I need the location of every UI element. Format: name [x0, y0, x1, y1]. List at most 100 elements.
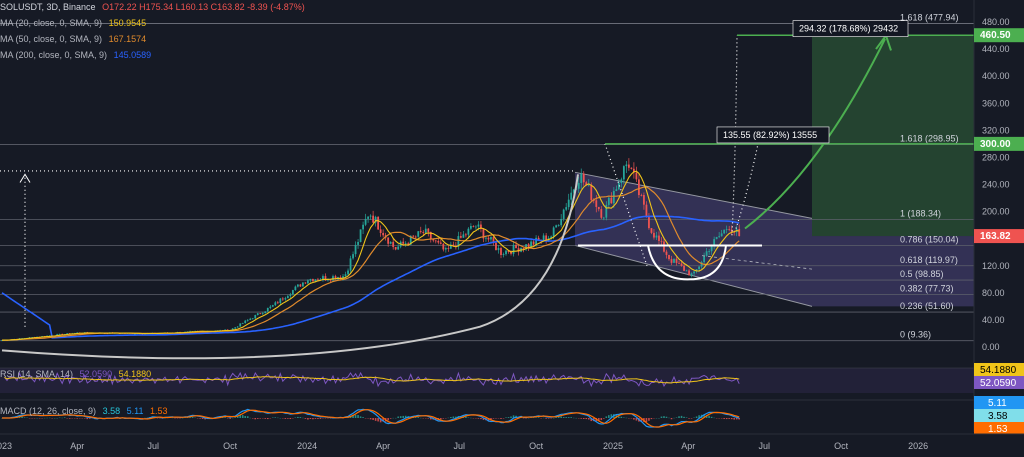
macd-hist-195 — [490, 418, 492, 420]
candle-body-178 — [447, 248, 450, 249]
macd-legend[interactable]: MACD (12, 26, close, 9) 3.58 5.11 1.53 — [0, 406, 172, 416]
candle-body-95 — [239, 323, 242, 327]
candle-body-261 — [655, 235, 658, 238]
time-tick-1: Apr — [70, 441, 84, 451]
candle-body-277 — [695, 269, 698, 272]
candle-body-276 — [693, 271, 695, 274]
candle-body-228 — [572, 189, 575, 193]
macd-hist-121 — [304, 418, 307, 419]
candle-body-260 — [653, 232, 655, 238]
candle-body-22 — [56, 334, 59, 336]
ma50-legend[interactable]: MA (50, close, 0, SMA, 9) 167.1574 — [0, 34, 150, 44]
symbol-title[interactable]: SOLUSDT, 3D, Binance — [0, 2, 96, 12]
ma20-line — [1, 170, 740, 341]
candle-body-196 — [492, 237, 495, 243]
candle-body-199 — [500, 248, 502, 256]
fib-label-2: 1 (188.34) — [900, 208, 941, 218]
candle-body-183 — [459, 236, 462, 238]
macd-value-1: 3.58 — [102, 406, 121, 416]
candle-body-250 — [627, 164, 630, 168]
candle-body-136 — [342, 276, 344, 279]
candle-body-219 — [550, 236, 553, 239]
candle-body-173 — [434, 240, 437, 242]
candle-body-168 — [422, 232, 425, 233]
macd-hist-98 — [246, 416, 249, 418]
ma200-legend[interactable]: MA (200, close, 0, SMA, 9) 145.0589 — [0, 50, 155, 60]
candle-body-125 — [314, 279, 317, 282]
candle-body-205 — [515, 244, 517, 249]
macd-hist-95 — [239, 415, 242, 418]
candle-body-243 — [610, 197, 613, 204]
candle-body-187 — [470, 225, 472, 229]
candle-body-150 — [377, 216, 380, 230]
candle-body-222 — [557, 225, 560, 227]
price-tag-bg-2 — [974, 229, 1024, 244]
candle-body-279 — [700, 262, 703, 267]
macd-tag-3: 1.53 — [988, 424, 1008, 435]
signal-line — [2, 409, 740, 428]
candle-body-209 — [525, 244, 527, 250]
macd-hist-203 — [510, 416, 512, 418]
fib-label-5: 0.5 (98.85) — [900, 269, 944, 279]
macd-hist-88 — [221, 417, 224, 418]
candle-body-275 — [690, 273, 693, 276]
macd-hist-196 — [492, 418, 495, 419]
candle-body-197 — [495, 242, 497, 251]
rsi-tag: 52.0590 — [980, 378, 1017, 389]
price-tick-1: 440.00 — [982, 44, 1010, 54]
candle-body-180 — [452, 244, 455, 246]
candle-body-282 — [708, 251, 711, 253]
candle-body-264 — [663, 241, 665, 252]
macd-hist-240 — [603, 418, 605, 419]
rsi-legend[interactable]: RSI (14, SMA, 14) 52.0590 54.1880 — [0, 369, 155, 379]
macd-hist-282 — [708, 415, 710, 418]
macd-hist-239 — [600, 418, 603, 421]
candle-body-253 — [635, 172, 638, 180]
candle-body-99 — [249, 318, 252, 320]
big-rounding-bottom-arc — [1, 174, 579, 360]
macd-hist-35 — [88, 418, 91, 419]
macd-hist-277 — [695, 416, 698, 418]
fib-label-3: 0.786 (150.04) — [900, 234, 959, 244]
macd-hist-8 — [21, 416, 23, 418]
macd-hist-91 — [229, 418, 231, 419]
time-tick-5: Apr — [376, 441, 390, 451]
candle-body-162 — [407, 243, 410, 245]
rsi-pane — [0, 367, 974, 393]
candle-body-273 — [685, 270, 688, 272]
candle-body-216 — [542, 235, 545, 241]
candle-body-146 — [367, 216, 369, 219]
macd-hist-170 — [427, 418, 430, 419]
candle-body-239 — [600, 209, 603, 218]
candle-body-193 — [485, 237, 487, 239]
candle-body-156 — [392, 241, 395, 247]
macd-hist-234 — [587, 418, 590, 420]
macd-label: MACD (12, 26, close, 9) — [0, 406, 97, 416]
measure-label-2: 135.55 (82.92%) 13555 — [723, 130, 817, 140]
candle-body-135 — [339, 277, 342, 279]
macd-hist-255 — [640, 418, 643, 422]
candle-body-254 — [638, 179, 640, 196]
time-axis[interactable]: 2023 Apr Jul Oct 2024 Apr Jul Oct 2025 Apr Jul Oct 2… — [0, 433, 1024, 451]
candle-body-109 — [274, 302, 277, 306]
price-axis[interactable]: 480.00 440.00 400.00 360.00 320.00 280.00 240.… — [973, 0, 1024, 435]
candle-body-186 — [467, 228, 470, 235]
candle-body-93 — [234, 327, 237, 329]
candle-body-107 — [269, 306, 272, 309]
ma20-legend[interactable]: MA (20, close, 0, SMA, 9) 150.9545 — [0, 18, 150, 28]
macd-hist-161 — [404, 415, 407, 418]
macd-hist-151 — [379, 418, 382, 423]
candle-body-270 — [678, 262, 680, 264]
price-tick-6: 240.00 — [982, 180, 1010, 190]
macd-hist-238 — [597, 418, 600, 421]
macd-hist-140 — [352, 415, 354, 418]
macd-hist-115 — [289, 418, 292, 420]
price-tick-10: 80.00 — [982, 288, 1005, 298]
candle-body-118 — [296, 284, 299, 287]
macd-hist-89 — [224, 417, 226, 418]
macd-hist-106 — [266, 418, 269, 420]
macd-hist-257 — [645, 418, 648, 423]
macd-hist-127 — [319, 418, 322, 419]
candle-body-259 — [650, 228, 653, 233]
